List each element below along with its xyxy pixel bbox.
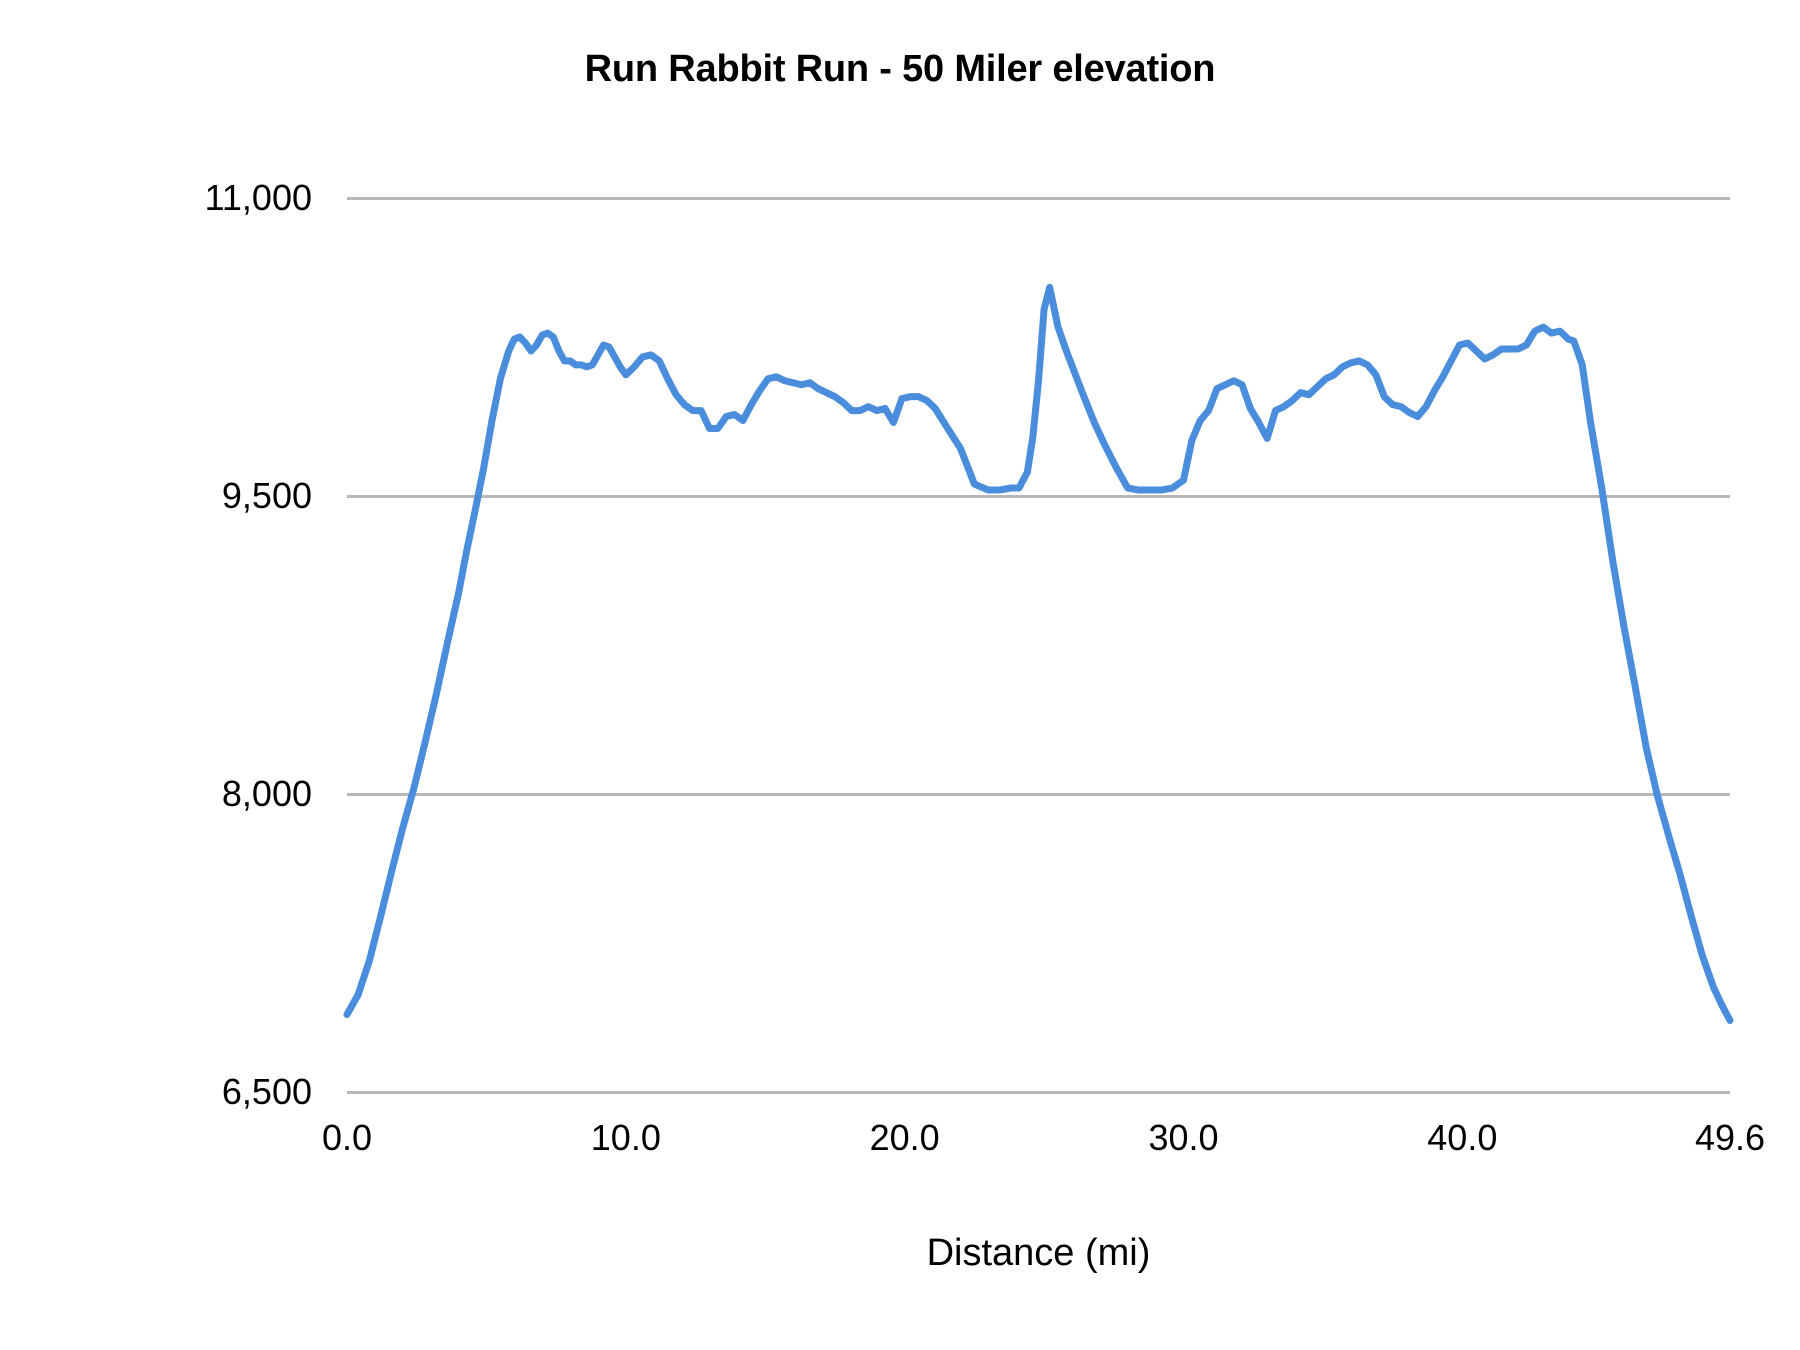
chart-title: Run Rabbit Run - 50 Miler elevation xyxy=(584,48,1216,90)
y-axis-tick-label: 8,000 xyxy=(221,773,312,814)
plot-area xyxy=(343,196,1734,1094)
y-axis-tick-label: 6,500 xyxy=(221,1071,312,1112)
elevation-line-path xyxy=(343,283,1734,1024)
x-axis-tick-label: 20.0 xyxy=(869,1117,940,1158)
x-axis-tick-label: 40.0 xyxy=(1427,1117,1498,1158)
x-axis-tick-label: 10.0 xyxy=(590,1117,661,1158)
y-axis-tick-label: 9,500 xyxy=(221,475,312,516)
elevation-series xyxy=(343,283,1734,1024)
y-axis-tick-label: 11,000 xyxy=(204,177,312,218)
x-axis-tick-label: 0.0 xyxy=(321,1117,373,1158)
y-axis-title: Elevation (ft) xyxy=(26,0,86,258)
x-axis-tick-label: 49.6 xyxy=(1694,1117,1766,1158)
x-axis-title: Distance (mi) xyxy=(926,1232,1151,1274)
x-axis-tick-label: 30.0 xyxy=(1148,1117,1219,1158)
y-axis-title-wrapper: Elevation (ft) xyxy=(0,198,60,1092)
